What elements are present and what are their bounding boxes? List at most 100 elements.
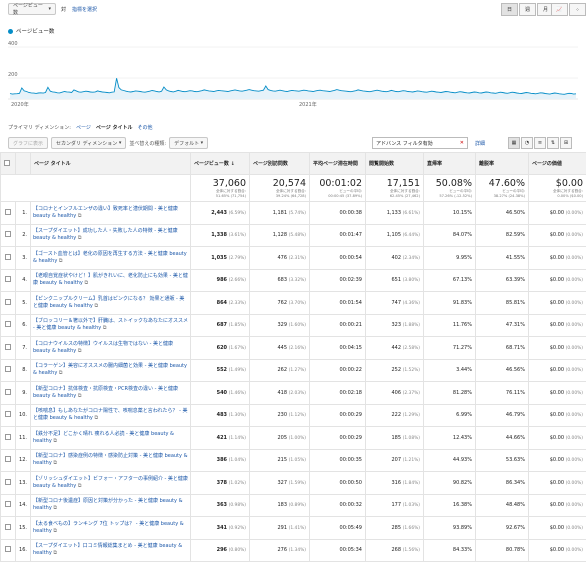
row-checkbox[interactable] bbox=[5, 434, 11, 440]
row-checkbox[interactable] bbox=[5, 276, 11, 282]
external-link-icon[interactable]: ⧉ bbox=[84, 280, 88, 286]
page-value-cell: $0.00 (0.00%) bbox=[529, 359, 586, 382]
line-chart: 400 200 2020年 2021年 bbox=[0, 36, 586, 110]
select-metric-link[interactable]: 指標を選択 bbox=[72, 6, 97, 13]
dimension-page-link[interactable]: ページ bbox=[76, 124, 91, 131]
page-title-link[interactable]: 【スープダイエット】口コミ情報総集まとめ - 美と健康 beauty & hea… bbox=[31, 539, 191, 562]
row-checkbox[interactable] bbox=[5, 479, 11, 485]
external-link-icon[interactable]: ⧉ bbox=[78, 348, 82, 354]
external-link-icon[interactable]: ⧉ bbox=[53, 438, 57, 444]
advanced-filter-input[interactable]: アドバンス フィルタ有効 ✕ bbox=[372, 137, 468, 149]
page-title-link[interactable]: 【新型コロナ後遺症】原因と対策が分かった - 美と健康 beauty & hea… bbox=[31, 494, 191, 517]
page-title-link[interactable]: 【ゾリッシュダイエット】ビフォー・アフターの事例紹介 - 美と健康 beauty… bbox=[31, 472, 191, 495]
row-checkbox[interactable] bbox=[5, 524, 11, 530]
total-exit-rate: 47.60%ビューの平均:38.27% (24.38%) bbox=[476, 175, 529, 202]
row-checkbox[interactable] bbox=[5, 344, 11, 350]
row-checkbox[interactable] bbox=[5, 209, 11, 215]
external-link-icon[interactable]: ⧉ bbox=[103, 325, 107, 331]
avg-time-cell: 00:00:32 bbox=[310, 494, 366, 517]
col-bounce-rate[interactable]: 直帰率 bbox=[424, 153, 476, 175]
table-view-icon[interactable]: ▦ bbox=[508, 137, 520, 149]
external-link-icon[interactable]: ⧉ bbox=[53, 505, 57, 511]
motion-chart-icon[interactable]: ⁘ bbox=[569, 3, 586, 16]
row-checkbox[interactable] bbox=[5, 411, 11, 417]
row-number: 6. bbox=[16, 314, 31, 337]
col-entrances[interactable]: 閲覧開始数 bbox=[366, 153, 424, 175]
page-title-link[interactable]: 【コロナとインフルエンザの違い】致死率と潜伏期間 - 美と健康 beauty &… bbox=[31, 202, 191, 225]
line-chart-icon[interactable]: 📈 bbox=[551, 3, 568, 16]
external-link-icon[interactable]: ⧉ bbox=[78, 483, 82, 489]
entrances-cell: 442 (2.58%) bbox=[366, 337, 424, 360]
external-link-icon[interactable]: ⧉ bbox=[53, 460, 57, 466]
dimension-other-link[interactable]: その他 bbox=[138, 124, 153, 131]
select-all-checkbox[interactable] bbox=[4, 160, 10, 166]
row-checkbox[interactable] bbox=[5, 254, 11, 260]
external-link-icon[interactable]: ⧉ bbox=[53, 550, 57, 556]
page-value-cell: $0.00 (0.00%) bbox=[529, 202, 586, 225]
row-checkbox[interactable] bbox=[5, 299, 11, 305]
external-link-icon[interactable]: ⧉ bbox=[78, 213, 82, 219]
row-number: 3. bbox=[16, 247, 31, 270]
page-title-link[interactable]: 【鉄分不足】どこかく晴れ 痩れる人必読 - 美と健康 beauty & heal… bbox=[31, 427, 191, 450]
page-value-cell: $0.00 (0.00%) bbox=[529, 292, 586, 315]
advanced-link[interactable]: 詳細 bbox=[475, 140, 485, 147]
bounce-rate-cell: 81.28% bbox=[424, 382, 476, 405]
page-title-link[interactable]: 【ゴースト血管とは】老化の原因を再生する方法 - 美と健康 beauty & h… bbox=[31, 247, 191, 270]
compare-view-icon[interactable]: ⇅ bbox=[547, 137, 559, 149]
unique-pageviews-cell: 205 (1.00%) bbox=[250, 427, 310, 450]
row-checkbox[interactable] bbox=[5, 546, 11, 552]
dimension-page-title[interactable]: ページ タイトル bbox=[96, 124, 133, 131]
metric-dropdown[interactable]: ページビュー数 ▾ bbox=[8, 3, 56, 15]
col-pageviews[interactable]: ページビュー数 ↓ bbox=[191, 153, 250, 175]
external-link-icon[interactable]: ⧉ bbox=[78, 393, 82, 399]
page-title-link[interactable]: 【ピンクニップルクリーム】乳首はピンクになる？ 効果と通販 - 美と健康 bea… bbox=[31, 292, 191, 315]
page-title-link[interactable]: 【太る食べもの】ランキング 7位 トップは？ - 美と健康 beauty & h… bbox=[31, 517, 191, 540]
page-title-link[interactable]: 【コロナウイルスの特徴】ウイルスは生物ではない - 美と健康 beauty & … bbox=[31, 337, 191, 360]
row-checkbox[interactable] bbox=[5, 389, 11, 395]
col-page-title[interactable]: ページ タイトル bbox=[31, 153, 191, 175]
page-title-link[interactable]: 【コラーゲン】美容にオススメの腸内細菌と効果 - 美と健康 beauty & h… bbox=[31, 359, 191, 382]
series-area bbox=[10, 78, 576, 99]
col-avg-time[interactable]: 平均ページ滞在時間 bbox=[310, 153, 366, 175]
page-value-cell: $0.00 (0.00%) bbox=[529, 224, 586, 247]
row-checkbox[interactable] bbox=[5, 366, 11, 372]
exit-rate-cell: 46.56% bbox=[476, 359, 529, 382]
col-unique-pageviews[interactable]: ページ別訪問数 bbox=[250, 153, 310, 175]
col-exit-rate[interactable]: 離脱率 bbox=[476, 153, 529, 175]
row-checkbox[interactable] bbox=[5, 231, 11, 237]
external-link-icon[interactable]: ⧉ bbox=[53, 528, 57, 534]
col-page-value[interactable]: ページの価値 bbox=[529, 153, 586, 175]
clear-filter-icon[interactable]: ✕ bbox=[460, 140, 464, 146]
page-title-link[interactable]: 【咳喘息】もしあなたがコロナ陽性で、咳喘息薬と言われたら？ - 美と健康 bea… bbox=[31, 404, 191, 427]
pivot-view-icon[interactable]: ⊞ bbox=[560, 137, 572, 149]
page-title-link[interactable]: 【新型コロナ】感染症例の特徴・感染防止対策 - 美と健康 beauty & he… bbox=[31, 449, 191, 472]
week-button[interactable]: 週 bbox=[519, 3, 536, 16]
performance-view-icon[interactable]: ≡ bbox=[534, 137, 546, 149]
row-checkbox[interactable] bbox=[5, 501, 11, 507]
row-checkbox[interactable] bbox=[5, 456, 11, 462]
external-link-icon[interactable]: ⧉ bbox=[78, 235, 82, 241]
row-checkbox[interactable] bbox=[5, 321, 11, 327]
external-link-icon[interactable]: ⧉ bbox=[94, 415, 98, 421]
unique-pageviews-cell: 327 (1.59%) bbox=[250, 472, 310, 495]
page-title-text: 【新型コロナ】抗体検査・抗原検査・PCR検査の違い - 美と健康 beauty … bbox=[33, 386, 178, 399]
external-link-icon[interactable]: ⧉ bbox=[94, 303, 98, 309]
external-link-icon[interactable]: ⧉ bbox=[59, 370, 63, 376]
pie-view-icon[interactable]: ◔ bbox=[521, 137, 533, 149]
chart-legend: ページビュー数 bbox=[8, 27, 54, 35]
secondary-dimension-dropdown[interactable]: セカンダリ ディメンション ▾ bbox=[51, 137, 126, 149]
unique-pageviews-cell: 476 (2.31%) bbox=[250, 247, 310, 270]
page-title-link[interactable]: 【ブロッコリー＆箸以外で】肝臓は、ストイックなあなたにオススメ - 美と健康 b… bbox=[31, 314, 191, 337]
page-title-link[interactable]: 【老眼自覚症状やけど！】肌がきれいに、老化防止にも効果 - 美と健康 beaut… bbox=[31, 269, 191, 292]
bounce-rate-cell: 91.83% bbox=[424, 292, 476, 315]
entrances-cell: 323 (1.88%) bbox=[366, 314, 424, 337]
external-link-icon[interactable]: ⧉ bbox=[59, 258, 63, 264]
sort-dropdown[interactable]: デフォルト ▾ bbox=[169, 137, 208, 149]
row-number: 9. bbox=[16, 382, 31, 405]
page-title-link[interactable]: 【スープダイエット】成功した人・失敗した人の特徴 - 美と健康 beauty &… bbox=[31, 224, 191, 247]
page-title-link[interactable]: 【新型コロナ】抗体検査・抗原検査・PCR検査の違い - 美と健康 beauty … bbox=[31, 382, 191, 405]
table-row: 10. 【咳喘息】もしあなたがコロナ陽性で、咳喘息薬と言われたら？ - 美と健康… bbox=[1, 404, 586, 427]
day-button[interactable]: 日 bbox=[501, 3, 518, 16]
graph-display-button[interactable]: グラフに表示 bbox=[8, 137, 48, 149]
